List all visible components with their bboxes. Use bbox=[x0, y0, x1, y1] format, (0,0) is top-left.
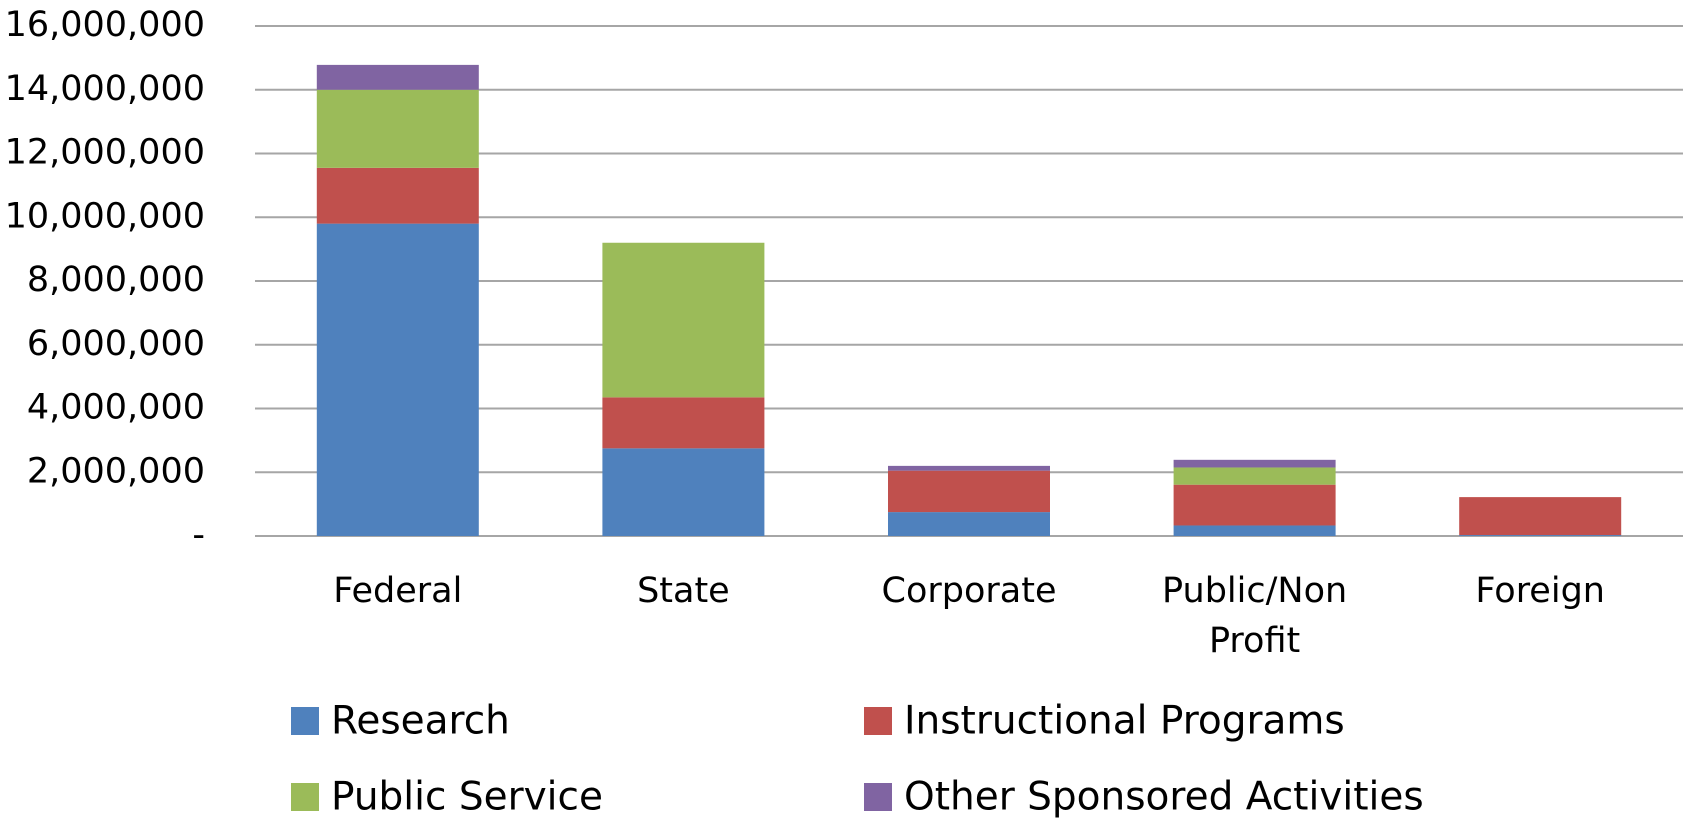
bar-segment bbox=[1173, 484, 1336, 526]
bar-segment bbox=[316, 89, 479, 168]
bar-segment bbox=[316, 167, 479, 224]
y-tick-label: 14,000,000 bbox=[5, 69, 205, 109]
x-tick-label: Foreign bbox=[1475, 571, 1605, 611]
legend-label: Other Sponsored Activities bbox=[904, 775, 1424, 818]
x-tick-label: Corporate bbox=[881, 571, 1057, 611]
x-tick-label: State bbox=[637, 571, 730, 611]
legend-label: Instructional Programs bbox=[904, 699, 1345, 744]
bar-segment bbox=[888, 512, 1050, 536]
bar-segment bbox=[602, 448, 765, 536]
legend-swatch bbox=[291, 783, 319, 811]
x-tick-label: Public/Non Profit bbox=[1162, 571, 1348, 661]
legend-label: Research bbox=[331, 699, 510, 744]
legend-swatch bbox=[864, 783, 892, 811]
y-tick-label: 2,000,000 bbox=[27, 451, 205, 491]
x-tick-label: Federal bbox=[333, 571, 463, 611]
bar-segment bbox=[1459, 497, 1622, 536]
y-tick-label: 8,000,000 bbox=[27, 260, 205, 300]
y-tick-label: 12,000,000 bbox=[5, 133, 205, 173]
y-tick-label: 10,000,000 bbox=[5, 196, 205, 236]
bar-segment bbox=[316, 64, 479, 90]
bar-segment bbox=[602, 397, 765, 449]
bar-segment bbox=[1459, 535, 1622, 536]
bar-segment bbox=[602, 242, 765, 398]
legend-swatch bbox=[291, 707, 319, 735]
legend-label: Public Service bbox=[331, 775, 603, 818]
bar-segment bbox=[888, 465, 1050, 471]
bar-segment bbox=[1173, 467, 1336, 485]
y-tick-label: 4,000,000 bbox=[27, 388, 205, 428]
y-tick-label: - bbox=[192, 515, 205, 555]
bar-segment bbox=[316, 223, 479, 536]
y-tick-label: 6,000,000 bbox=[27, 324, 205, 364]
bar-segment bbox=[888, 470, 1050, 513]
bar-segment bbox=[1173, 525, 1336, 536]
bar-segment bbox=[1173, 459, 1336, 468]
legend-swatch bbox=[864, 707, 892, 735]
y-tick-label: 16,000,000 bbox=[5, 5, 205, 45]
